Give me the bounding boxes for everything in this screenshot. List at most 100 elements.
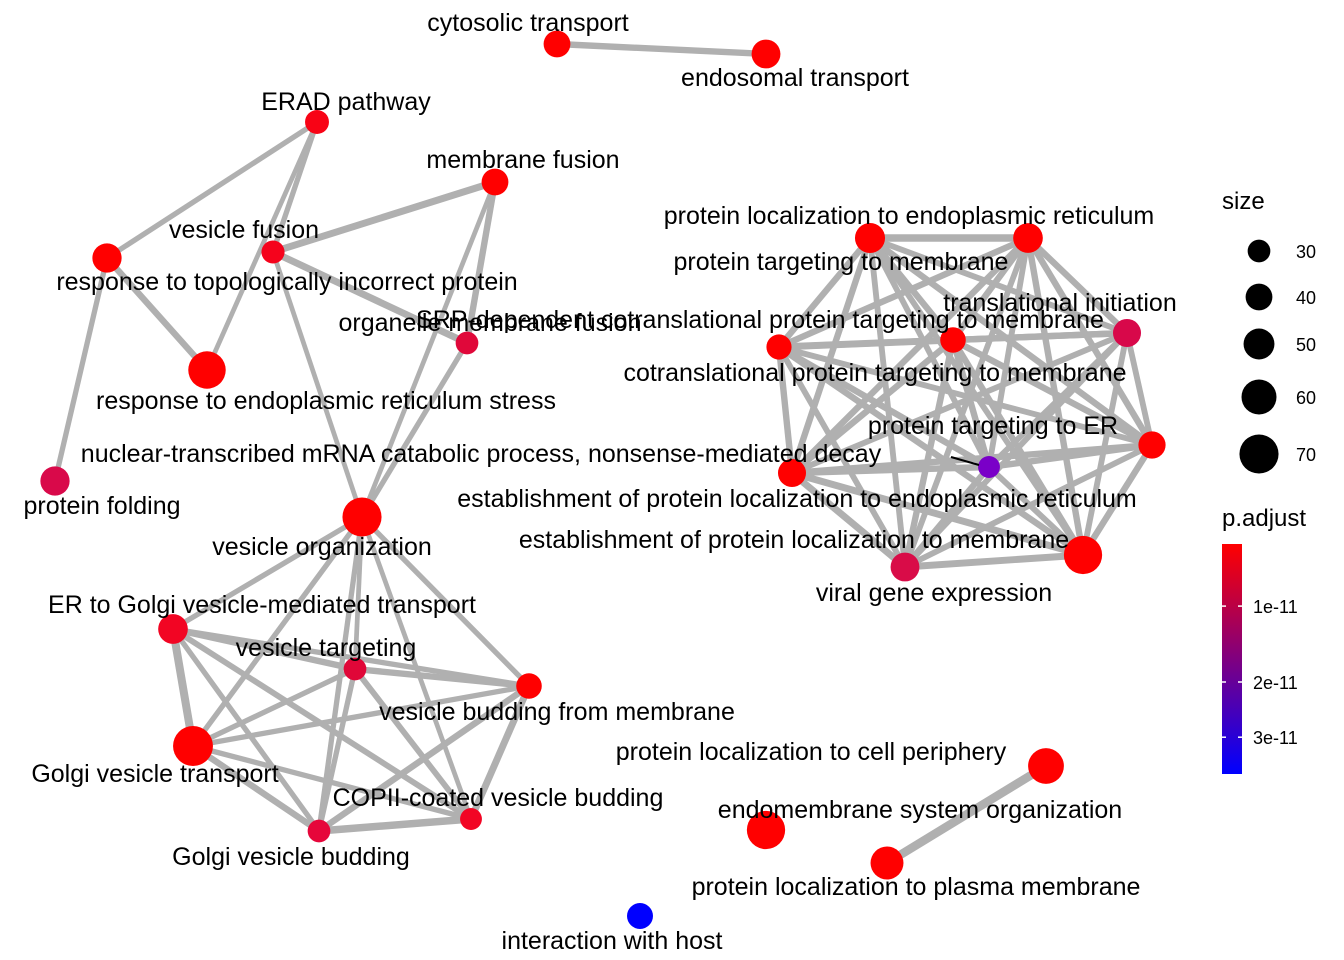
size-legend-label-70: 70 bbox=[1296, 445, 1316, 465]
node-label-establishment-er: establishment of protein localization to… bbox=[457, 485, 1137, 513]
node-label-vesicle-targeting: vesicle targeting bbox=[236, 634, 417, 662]
edge-srp-dependent-to-nmd-decay bbox=[949, 339, 993, 468]
node-cytosolic-transport[interactable] bbox=[543, 30, 571, 58]
edges-layer bbox=[52, 40, 1155, 867]
node-protein-loc-er[interactable] bbox=[854, 222, 886, 254]
node-vesicle-budding-membrane[interactable] bbox=[516, 673, 542, 699]
node-response-topologically[interactable] bbox=[92, 243, 122, 273]
node-establishment-membrane[interactable] bbox=[1063, 535, 1103, 575]
node-label-er-golgi-transport: ER to Golgi vesicle-mediated transport bbox=[48, 591, 476, 619]
edge-vesicle-budding-membrane-to-golgi-vesicle-budding bbox=[317, 683, 531, 834]
node-label-srp-dependent: SRP-dependent cotranslational protein ta… bbox=[416, 306, 1104, 334]
edge-response-topologically-to-protein-folding bbox=[52, 257, 110, 482]
edge-vesicle-organization-to-er-golgi-transport bbox=[171, 514, 364, 632]
node-vesicle-fusion[interactable] bbox=[261, 240, 285, 264]
edge-membrane-fusion-to-organelle-membrane-fusion bbox=[463, 181, 499, 344]
node-label-endosomal-transport: endosomal transport bbox=[681, 64, 909, 92]
edge-vesicle-budding-membrane-to-copii-vesicle-budding bbox=[467, 684, 533, 821]
edge-vesicle-targeting-to-vesicle-budding-membrane bbox=[354, 665, 530, 690]
edge-protein-targeting-membrane-top-to-cotranslational-targeting bbox=[777, 235, 1030, 350]
node-label-interaction-with-host: interaction with host bbox=[502, 927, 723, 955]
node-viral-gene-expression[interactable] bbox=[890, 552, 920, 582]
edge-cotranslational-targeting-to-establishment-membrane bbox=[777, 344, 1085, 558]
size-legend-dot-40 bbox=[1245, 283, 1273, 311]
edge-establishment-membrane-to-viral-gene-expression bbox=[904, 551, 1084, 571]
size-legend-dot-70 bbox=[1239, 434, 1279, 474]
node-label-golgi-vesicle-transport: Golgi vesicle transport bbox=[31, 760, 278, 788]
node-response-er-stress[interactable] bbox=[188, 351, 226, 389]
node-membrane-fusion[interactable] bbox=[481, 168, 509, 196]
node-translational-initiation[interactable] bbox=[1112, 318, 1142, 348]
node-label-protein-loc-cell-periphery: protein localization to cell periphery bbox=[616, 738, 1007, 766]
node-label-protein-folding: protein folding bbox=[23, 492, 180, 520]
size-legend-dot-30 bbox=[1247, 239, 1271, 263]
node-label-cotranslational-targeting: cotranslational protein targeting to mem… bbox=[623, 359, 1126, 387]
edge-er-golgi-transport-to-vesicle-budding-membrane bbox=[172, 626, 530, 689]
edge-srp-dependent-to-establishment-er bbox=[789, 337, 956, 476]
edge-protein-targeting-membrane-top-to-srp-dependent bbox=[950, 236, 1031, 342]
node-protein-targeting-er[interactable] bbox=[1138, 431, 1166, 459]
size-legend-label-50: 50 bbox=[1296, 335, 1316, 355]
p-adjust-legend: p.adjust 1e-11 2e-11 3e-11 bbox=[1222, 505, 1306, 774]
node-label-nmd-decay: nuclear-transcribed mRNA catabolic proce… bbox=[81, 440, 882, 468]
node-copii-vesicle-budding[interactable] bbox=[460, 808, 482, 830]
size-legend-label-30: 30 bbox=[1296, 242, 1316, 262]
node-label-organelle-membrane-fusion: organelle membrane fusion bbox=[339, 309, 642, 337]
node-label-endomembrane-organization: endomembrane system organization bbox=[718, 796, 1122, 824]
node-endosomal-transport[interactable] bbox=[751, 39, 781, 69]
p-adjust-tick-label-0: 1e-11 bbox=[1253, 597, 1298, 617]
edge-erad-pathway-to-response-topologically bbox=[105, 119, 319, 261]
nmd-label-leader-line bbox=[950, 456, 980, 466]
node-srp-dependent[interactable] bbox=[940, 327, 966, 353]
node-label-vesicle-budding-membrane: vesicle budding from membrane bbox=[379, 698, 735, 726]
node-label-translational-initiation: translational initiation bbox=[943, 289, 1176, 317]
edge-establishment-er-to-establishment-membrane bbox=[791, 469, 1084, 559]
edge-nmd-decay-to-establishment-membrane bbox=[987, 464, 1085, 558]
node-endomembrane-organization[interactable] bbox=[746, 810, 786, 850]
node-organelle-membrane-fusion[interactable] bbox=[455, 331, 479, 355]
edge-cotranslational-targeting-to-protein-targeting-er bbox=[778, 344, 1153, 448]
node-protein-loc-plasma-membrane[interactable] bbox=[870, 846, 904, 880]
node-er-golgi-transport[interactable] bbox=[158, 614, 188, 644]
size-legend-label-40: 40 bbox=[1296, 288, 1316, 308]
node-label-establishment-membrane: establishment of protein localization to… bbox=[519, 526, 1069, 554]
node-label-erad-pathway: ERAD pathway bbox=[261, 88, 431, 116]
edge-protein-loc-er-to-viral-gene-expression bbox=[867, 237, 908, 568]
node-protein-targeting-membrane-top[interactable] bbox=[1013, 223, 1043, 253]
p-adjust-tick-label-2: 3e-11 bbox=[1253, 728, 1298, 748]
node-golgi-vesicle-transport[interactable] bbox=[173, 726, 213, 766]
edge-vesicle-organization-to-golgi-vesicle-transport bbox=[190, 515, 365, 748]
node-establishment-er[interactable] bbox=[777, 458, 807, 488]
edge-vesicle-budding-membrane-to-golgi-vesicle-transport bbox=[192, 683, 530, 749]
size-legend: size 30 40 50 60 70 bbox=[1222, 188, 1316, 474]
node-erad-pathway[interactable] bbox=[305, 110, 329, 134]
node-protein-loc-cell-periphery[interactable] bbox=[1028, 748, 1064, 784]
node-label-response-er-stress: response to endoplasmic reticulum stress bbox=[96, 387, 556, 415]
node-vesicle-targeting[interactable] bbox=[343, 657, 367, 681]
node-golgi-vesicle-budding[interactable] bbox=[307, 819, 331, 843]
node-label-viral-gene-expression: viral gene expression bbox=[816, 579, 1052, 607]
edge-golgi-vesicle-transport-to-copii-vesicle-budding bbox=[192, 743, 472, 822]
node-protein-folding[interactable] bbox=[40, 466, 70, 496]
edge-protein-loc-er-to-translational-initiation bbox=[868, 235, 1129, 336]
labels-layer: cytosolic transport endosomal transport ER… bbox=[23, 9, 1176, 955]
edge-cotranslational-targeting-to-nmd-decay bbox=[777, 344, 991, 470]
node-label-protein-loc-er: protein localization to endoplasmic reti… bbox=[664, 202, 1155, 230]
p-adjust-legend-title: p.adjust bbox=[1222, 505, 1306, 532]
edge-establishment-er-to-viral-gene-expression bbox=[789, 470, 908, 570]
node-nmd-decay[interactable] bbox=[978, 456, 1000, 478]
edge-vesicle-organization-to-vesicle-budding-membrane bbox=[360, 515, 531, 688]
size-legend-label-60: 60 bbox=[1296, 388, 1316, 408]
node-label-protein-loc-plasma-membrane: protein localization to plasma membrane bbox=[692, 873, 1141, 901]
node-cotranslational-targeting[interactable] bbox=[766, 334, 792, 360]
node-interaction-with-host[interactable] bbox=[627, 903, 653, 929]
edge-vesicle-fusion-to-vesicle-organization bbox=[270, 251, 365, 518]
edge-cytosolic-transport-to-endosomal-transport bbox=[556, 40, 767, 58]
node-vesicle-organization[interactable] bbox=[342, 497, 382, 537]
edge-translational-initiation-to-establishment-membrane bbox=[1080, 332, 1130, 556]
node-label-vesicle-organization: vesicle organization bbox=[212, 533, 432, 561]
edge-vesicle-targeting-to-golgi-vesicle-transport bbox=[191, 666, 357, 749]
edge-response-topologically-to-response-er-stress bbox=[104, 255, 210, 373]
p-adjust-tick-label-1: 2e-11 bbox=[1253, 673, 1298, 693]
edge-organelle-membrane-fusion-to-vesicle-organization bbox=[359, 341, 470, 519]
